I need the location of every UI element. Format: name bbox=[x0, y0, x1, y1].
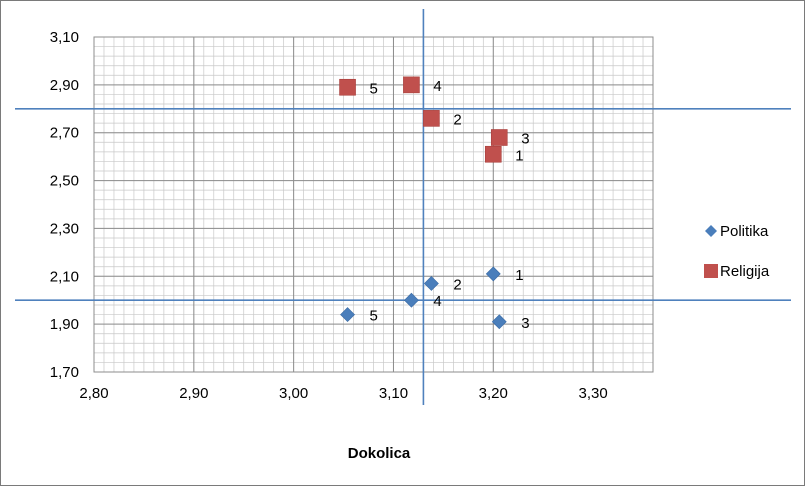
reference-lines bbox=[15, 9, 791, 405]
data-label-religija: 2 bbox=[453, 111, 461, 128]
data-points: 1 2 3 4 5 1 2 3 4 5 bbox=[340, 77, 530, 332]
y-tick-label: 3,10 bbox=[50, 29, 79, 46]
data-label-politika: 5 bbox=[370, 308, 378, 325]
y-tick-label: 2,10 bbox=[50, 268, 79, 285]
y-tick-label: 1,70 bbox=[50, 364, 79, 381]
data-label-politika: 1 bbox=[515, 267, 523, 284]
point-religija bbox=[485, 146, 501, 162]
point-politika bbox=[492, 315, 506, 329]
data-label-religija: 3 bbox=[521, 131, 529, 148]
point-religija bbox=[491, 130, 507, 146]
point-politika bbox=[486, 267, 500, 281]
x-tick-label: 3,00 bbox=[279, 385, 308, 402]
legend-label-politika: Politika bbox=[720, 223, 769, 240]
y-tick-label: 2,30 bbox=[50, 220, 79, 237]
x-tick-label: 2,90 bbox=[179, 385, 208, 402]
data-label-religija: 1 bbox=[515, 147, 523, 164]
data-label-politika: 2 bbox=[453, 276, 461, 293]
data-label-religija: 4 bbox=[433, 78, 441, 95]
y-tick-label: 2,70 bbox=[50, 125, 79, 142]
x-tick-label: 2,80 bbox=[79, 385, 108, 402]
point-politika bbox=[341, 308, 355, 322]
data-label-politika: 4 bbox=[433, 293, 441, 310]
x-axis-title: Dokolica bbox=[348, 445, 411, 462]
legend-marker-religija bbox=[704, 264, 718, 278]
y-tick-label: 1,90 bbox=[50, 316, 79, 333]
point-religija bbox=[403, 77, 419, 93]
point-religija bbox=[423, 110, 439, 126]
legend-marker-politika bbox=[705, 225, 717, 237]
data-label-politika: 3 bbox=[521, 315, 529, 332]
y-tick-label: 2,90 bbox=[50, 77, 79, 94]
data-label-religija: 5 bbox=[370, 80, 378, 97]
legend: Politika Religija bbox=[704, 223, 770, 280]
x-tick-label: 3,30 bbox=[579, 385, 608, 402]
point-religija bbox=[340, 79, 356, 95]
point-politika bbox=[424, 276, 438, 290]
legend-label-religija: Religija bbox=[720, 263, 770, 280]
x-tick-label: 3,20 bbox=[479, 385, 508, 402]
y-tick-label: 2,50 bbox=[50, 173, 79, 190]
x-tick-label: 3,10 bbox=[379, 385, 408, 402]
